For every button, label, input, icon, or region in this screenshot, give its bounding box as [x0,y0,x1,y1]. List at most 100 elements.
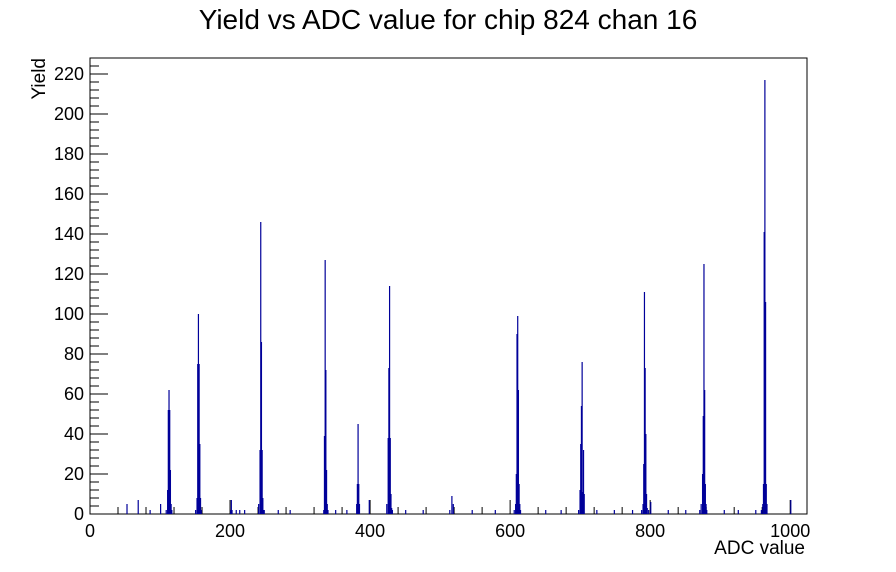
histogram-bar [519,504,521,514]
x-tick-label: 600 [495,521,525,541]
histogram-bar [701,474,704,514]
histogram-bar [760,510,762,514]
y-axis-ticks: 0 20 40 60 80 100 120 140 160 180 200 220 [54,57,108,524]
histogram-bar [325,370,327,514]
y-tick-label: 220 [54,64,84,84]
histogram-bar [260,222,262,514]
histogram-bar [519,510,522,514]
histogram-bar [195,510,197,514]
histogram-bar [705,504,707,514]
x-tick-label: 200 [215,521,245,541]
histogram-bar [244,510,246,514]
histogram-bar [263,510,265,514]
histogram-bar [578,510,580,514]
histogram-bar [581,362,583,514]
y-axis-title: Yield [29,58,50,100]
y-tick-label: 20 [64,464,84,484]
y-tick-label: 0 [74,504,84,524]
histogram-bar [335,510,337,514]
x-tick-label: 800 [635,521,665,541]
histogram-bar [391,510,393,514]
histogram-bar [422,510,424,514]
histogram-bar [324,260,326,514]
x-axis-ticks: 0 200 400 600 800 1000 [85,500,810,541]
histogram-bar [170,504,172,514]
histogram-bar [515,504,517,514]
histogram-bar [762,504,764,514]
histogram-bar [545,510,547,514]
histogram-bar [685,510,687,514]
histogram-bar [356,504,358,514]
histogram-bar [391,508,393,514]
histogram-bar [357,424,359,514]
chart-title: Yield vs ADC value for chip 824 chan 16 [199,4,698,35]
histogram-bar [517,390,520,514]
histogram-bar [449,510,451,514]
histogram-bar [765,484,767,514]
histogram-bar [197,314,200,514]
histogram-bar [261,450,263,514]
histogram-bar [168,390,170,514]
histogram-bar [723,510,725,514]
histogram-bar [169,470,172,514]
histogram-bar [582,450,585,514]
histogram-bar [358,504,361,514]
histogram-bar [764,80,766,514]
histogram-bar [704,390,706,514]
histogram-bar [641,510,643,514]
histogram-bar [160,504,162,514]
y-tick-label: 80 [64,344,84,364]
histogram-bar [517,316,519,514]
histogram-bar [700,504,702,514]
histogram-bar [516,334,518,514]
histogram-bar [171,510,173,514]
histogram-bar [137,500,139,514]
histogram-bar [196,498,198,514]
histogram-bar [258,504,260,514]
histogram-bar [515,474,517,514]
histogram-bar [323,510,325,514]
histogram-bar [368,500,370,514]
histogram-bar [197,364,199,514]
y-tick-label: 180 [54,144,84,164]
histogram-bar [755,510,757,514]
histogram-bar [259,450,261,514]
histogram-bar [596,510,598,514]
histogram-bar [644,368,646,514]
histogram-bar [790,500,792,514]
histogram-bar [405,510,407,514]
histogram-bar [389,438,391,514]
histogram-bar [325,470,328,514]
histogram-bar [262,498,264,514]
histogram-bar [167,410,169,514]
histogram-bar [239,510,241,514]
histogram-bars [126,80,792,514]
histogram-bar [390,494,392,514]
histogram-bar [646,508,648,514]
histogram-bar [451,496,453,514]
histogram-bar [387,438,389,514]
histogram-bar [613,510,615,514]
histogram-bar [289,510,291,514]
histogram-bar [262,510,265,514]
histogram-bar [199,444,201,514]
histogram-bar [327,510,329,514]
x-tick-label: 400 [355,521,385,541]
histogram-bar [149,510,151,514]
histogram-bar [388,368,390,514]
histogram-bar [667,510,669,514]
histogram-bar [471,510,473,514]
histogram-bar [764,302,767,514]
histogram-bar [494,510,496,514]
histogram-bar [386,504,388,514]
histogram-bar [706,510,708,514]
histogram-bar [326,504,328,514]
y-tick-label: 40 [64,424,84,444]
histogram-bar [169,410,171,514]
histogram-bar [631,510,634,514]
histogram-bar [356,484,358,514]
histogram-bar [230,510,232,514]
histogram-bar [645,494,648,514]
histogram-bar [580,406,583,514]
histogram-bar [198,364,200,514]
